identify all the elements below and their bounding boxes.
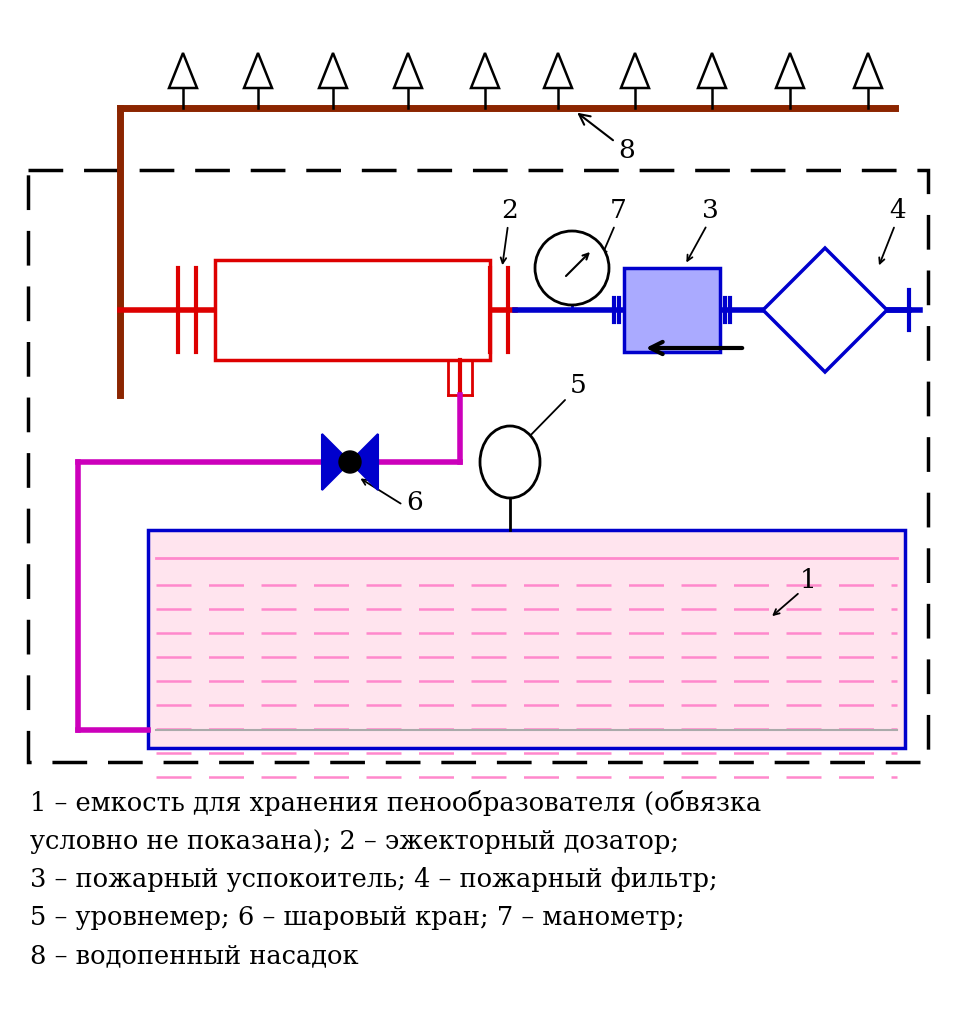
Text: 8: 8 (579, 114, 635, 163)
Polygon shape (776, 53, 804, 88)
Text: 1: 1 (799, 568, 817, 593)
Text: 6: 6 (407, 490, 423, 515)
Text: 2: 2 (501, 198, 519, 223)
Polygon shape (244, 53, 272, 88)
Circle shape (535, 231, 609, 305)
Polygon shape (698, 53, 726, 88)
Polygon shape (394, 53, 422, 88)
Text: 5: 5 (569, 373, 586, 398)
Polygon shape (854, 53, 882, 88)
Bar (28, 170, 928, 762)
Bar (148, 530, 905, 748)
Text: 3: 3 (702, 198, 718, 223)
Polygon shape (322, 434, 350, 490)
Polygon shape (350, 434, 378, 490)
Polygon shape (169, 53, 197, 88)
Polygon shape (763, 248, 887, 372)
Polygon shape (621, 53, 649, 88)
Circle shape (339, 451, 361, 473)
Polygon shape (544, 53, 572, 88)
Text: 7: 7 (609, 198, 626, 223)
Text: 4: 4 (890, 198, 906, 223)
Polygon shape (319, 53, 347, 88)
Ellipse shape (480, 426, 540, 498)
Text: 1 – емкость для хранения пенообразователя (обвязка
условно не показана); 2 – эже: 1 – емкость для хранения пенообразовател… (30, 790, 761, 969)
Polygon shape (471, 53, 499, 88)
Bar (624, 268, 720, 352)
Bar (215, 260, 490, 360)
